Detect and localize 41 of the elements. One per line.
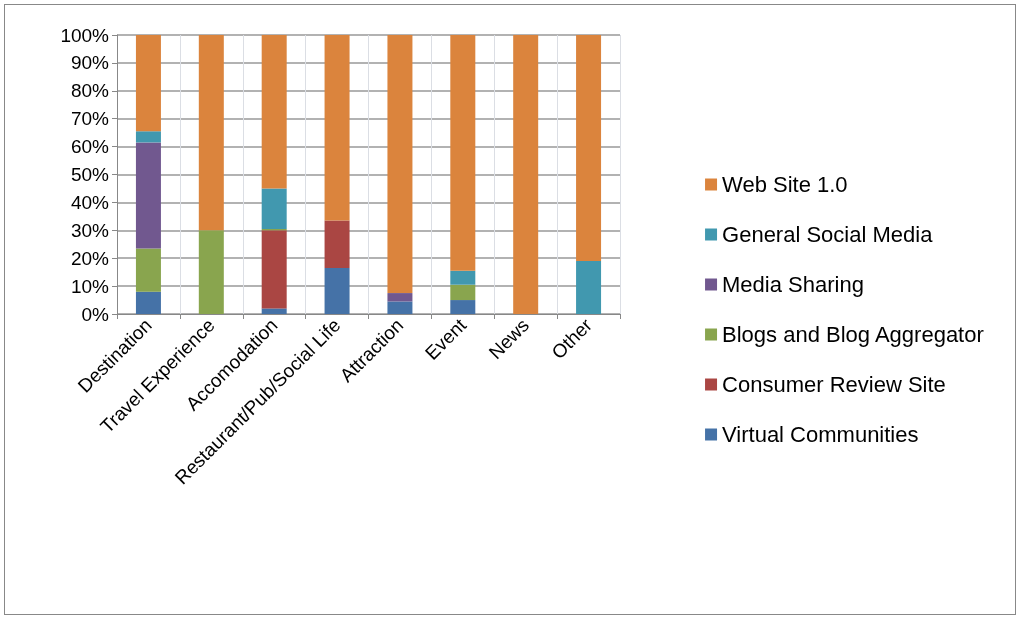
bar [135, 291, 161, 314]
y-tick-label: 0% [81, 303, 110, 325]
bar [135, 248, 161, 292]
bar [135, 142, 161, 249]
bar [198, 35, 224, 231]
bar [324, 267, 350, 314]
y-tick-label: 90% [70, 52, 110, 74]
bar [261, 188, 287, 229]
bar [198, 230, 224, 314]
bar [387, 293, 413, 302]
bar [261, 230, 287, 309]
y-tick-label: 50% [70, 164, 110, 185]
y-tick-label: 80% [70, 80, 110, 102]
bar [261, 35, 287, 189]
bar [576, 35, 602, 261]
bar [576, 260, 602, 314]
legend-label: Blogs and Blog Aggregator [722, 322, 984, 347]
bar [135, 35, 161, 132]
y-tick-label: 40% [70, 191, 110, 213]
legend-label: Virtual Communities [722, 422, 919, 447]
bar [324, 35, 350, 221]
legend-label: Media Sharing [722, 272, 864, 297]
y-tick-label: 10% [70, 275, 110, 297]
legend-label: Consumer Review Site [722, 372, 946, 397]
bar [450, 300, 476, 314]
bar [261, 308, 287, 314]
bar [450, 270, 476, 285]
bar [387, 301, 413, 314]
y-tick-label: 60% [70, 136, 110, 158]
bar [324, 220, 350, 268]
y-tick-label: 20% [70, 247, 110, 269]
bar [135, 131, 161, 143]
bar [450, 284, 476, 301]
bar [450, 35, 476, 271]
y-tick-label: 100% [60, 24, 110, 46]
y-tick-label: 70% [70, 108, 110, 130]
bar [387, 35, 413, 294]
y-tick-label: 30% [70, 219, 110, 241]
legend-label: Web Site 1.0 [722, 172, 848, 197]
bar [513, 35, 539, 314]
legend-label: General Social Media [722, 222, 934, 247]
